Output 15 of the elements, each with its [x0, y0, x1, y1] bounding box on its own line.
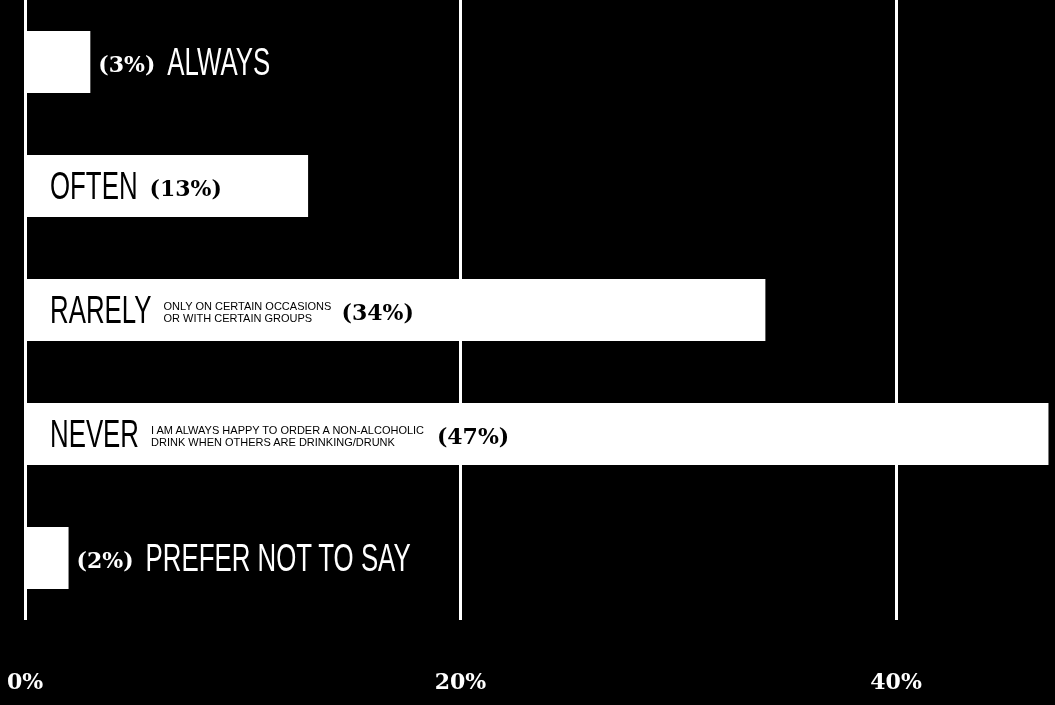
data-label: (47%)	[436, 423, 510, 449]
data-label: (34%)	[341, 299, 414, 325]
x-tick-label: 0%	[6, 668, 44, 694]
data-label: (2%)	[76, 547, 134, 573]
y-tick-label: ALWAYS	[167, 40, 271, 84]
data-label: (3%)	[98, 51, 156, 77]
y-tick-label: OFTEN	[50, 164, 138, 208]
annotation: ONLY ON CERTAIN OCCASIONS OR WITH CERTAIN GROUPS	[163, 300, 332, 324]
annotation: I AM ALWAYS HAPPY TO ORDER A NON-ALCOHOLIC DRINK WHEN OTHERS ARE DRINKING/DRUNK	[151, 424, 425, 448]
y-tick-label: RARELY	[50, 288, 152, 332]
y-tick-label: PREFER NOT TO SAY	[145, 536, 411, 580]
y-tick-label: NEVER	[50, 412, 139, 456]
x-tick-label: 40%	[870, 668, 922, 694]
x-tick-label: 20%	[434, 668, 487, 694]
data-label: (13%)	[149, 175, 222, 201]
